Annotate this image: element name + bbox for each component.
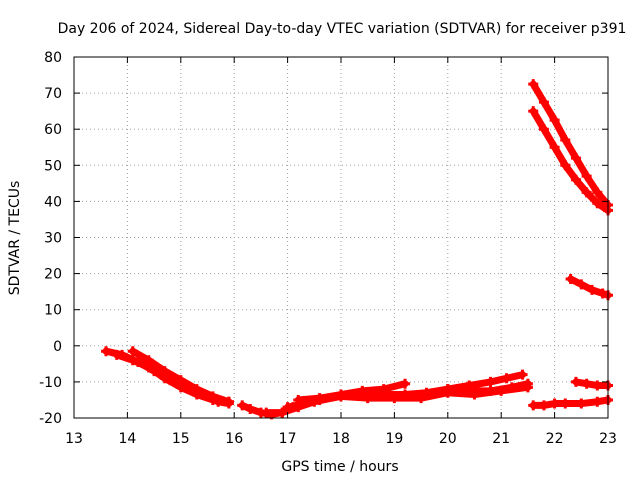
- data-point: [223, 396, 234, 407]
- series-13: [570, 376, 613, 391]
- data-points: [101, 79, 613, 420]
- series-9: [528, 79, 613, 211]
- y-tick-label: 80: [44, 50, 62, 66]
- x-tick-label: 13: [65, 431, 83, 447]
- y-tick-label: 70: [44, 86, 62, 102]
- x-tick-label: 17: [279, 431, 297, 447]
- y-tick-label: 20: [44, 267, 62, 283]
- x-tick-label: 20: [439, 431, 457, 447]
- axis-ticks: [73, 56, 609, 419]
- x-tick-label: 18: [332, 431, 350, 447]
- y-axis-label: SDTVAR / TECUs: [7, 181, 23, 296]
- x-tick-label: 14: [118, 431, 136, 447]
- y-tick-label: 50: [44, 158, 62, 174]
- y-tick-label: 40: [44, 194, 62, 210]
- point-trace: [551, 116, 569, 144]
- data-point: [522, 378, 533, 389]
- y-tick-label: 60: [44, 122, 62, 138]
- point-trace: [593, 188, 612, 209]
- y-tick-label: 10: [44, 303, 62, 319]
- y-tick-label: -20: [39, 411, 62, 427]
- x-tick-label: 22: [546, 431, 564, 447]
- series-3: [127, 346, 234, 407]
- series-12: [528, 394, 613, 411]
- data-point: [517, 369, 528, 380]
- x-tick-label: 23: [599, 431, 617, 447]
- series-11: [565, 274, 613, 301]
- x-tick-label: 21: [492, 431, 510, 447]
- x-tick-label: 19: [385, 431, 403, 447]
- x-tick-label: 15: [172, 431, 190, 447]
- x-tick-label: 16: [225, 431, 243, 447]
- tick-labels: 13 14 15 16 17 18 19 20 21 22 23 -20 -10 0 10 20 30 40 50 6…: [39, 50, 617, 447]
- y-tick-label: 0: [53, 339, 62, 355]
- series-8: [442, 378, 533, 396]
- y-tick-label: 30: [44, 231, 62, 247]
- chart-title: Day 206 of 2024, Sidereal Day-to-day VTE…: [58, 21, 627, 37]
- data-point: [400, 378, 411, 389]
- y-tick-label: -10: [39, 375, 62, 391]
- x-axis-label: GPS time / hours: [281, 459, 398, 475]
